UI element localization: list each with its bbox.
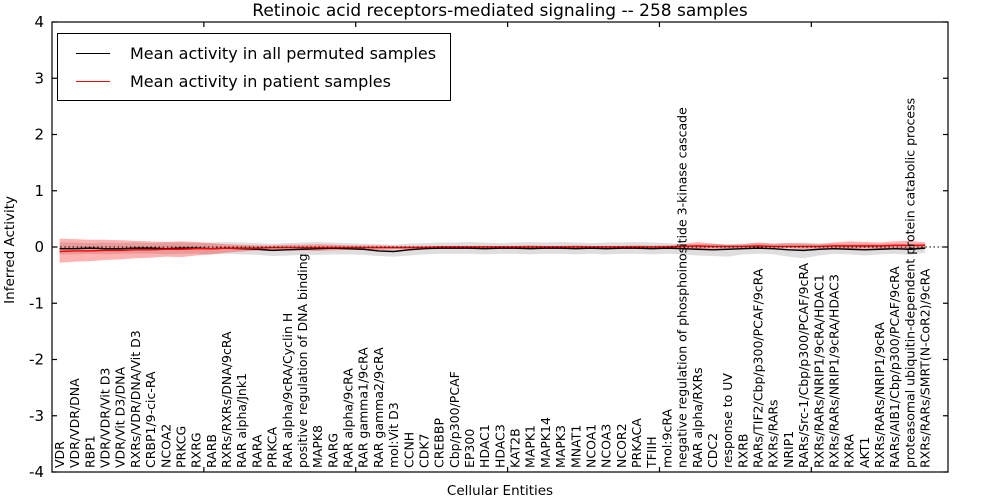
entity-label: RARB [204,434,219,468]
legend-item-patient: Mean activity in patient samples [60,67,436,95]
y-axis-title: Inferred Activity [2,0,18,500]
y-tick-label: -1 [29,294,44,312]
entity-label: proteasomal ubiquitin-dependent protein … [902,98,917,468]
patient-samples-range-band [59,238,926,263]
entity-label: NCOA2 [158,424,173,468]
x-axis-title: Cellular Entities [446,483,554,499]
entity-label: RARs/TIF2/Cbp/p300/PCAF/9cRA [751,268,766,468]
chart-title: Retinoic acid receptors-mediated signali… [252,1,748,21]
entity-label: RXRG [189,432,204,468]
entity-label: Cbp/p300/PCAF [447,371,462,468]
entity-label: VDR [52,441,67,468]
entity-label: RARs/Src-1/Cbp/p300/PCAF/9cRA [796,262,811,468]
entity-label: mol:Vit D3 [386,402,401,468]
entity-label: RAR gamma1/9cRA [356,347,371,468]
entity-label: PRKCA [265,427,280,468]
entity-label: MAPK8 [310,425,325,468]
y-tick-label: -2 [29,351,44,369]
legend-label: Mean activity in patient samples [130,71,391,91]
entity-label: CDC2 [705,433,720,468]
entity-label: RAR alpha/9cRA/Cyclin H [280,313,295,468]
entity-label: NCOR2 [614,423,629,468]
entity-label: RARG [325,433,340,468]
entity-label: RXRA [842,434,857,468]
entity-label: HDAC1 [477,424,492,468]
entity-label: RXRs/RXRs/DNA/9cRA [219,331,234,468]
entity-label: RARs/AIB1/Cbp/p300/PCAF/9cRA [887,266,902,468]
entity-label: RBP1 [82,435,97,468]
entity-label: HDAC3 [492,424,507,468]
entity-label: CDK7 [416,433,431,468]
entity-label: CRBP1/9-cic-RA [143,371,158,468]
entity-label: RXRs/RARs/NRIP1/9cRA/HDAC3 [826,274,841,468]
entity-label: CREBBP [432,418,447,468]
entity-label: RXRs/RARs/NRIP1/9cRA/HDAC1 [811,274,826,468]
y-tick-label: 1 [34,182,44,200]
entity-label: response to UV [720,373,735,468]
legend: Mean activity in all permuted samples Me… [57,33,452,101]
entity-label: RXRs/RARs/SMRT(N-CoR2)/9cRA [918,268,933,468]
entity-label: VDR/VDR/Vit D3 [98,368,113,468]
entity-label: RXRB [735,433,750,468]
entity-label: RAR alpha/Jnk1 [234,373,249,468]
entity-label: RXRs/RARs [766,399,781,468]
entity-label: MAPK1 [523,425,538,468]
y-tick-label: 2 [34,126,44,144]
y-tick-label: -3 [29,407,44,425]
patient-line-swatch [76,80,110,82]
entity-label: positive regulation of DNA binding [295,253,310,468]
entity-label: RAR alpha/RXRs [690,367,705,468]
y-tick-label: 3 [34,69,44,87]
entity-label: CCNH [401,432,416,468]
entity-label: MNAT1 [568,425,583,468]
legend-item-permuted: Mean activity in all permuted samples [60,39,436,67]
entity-label: AKT1 [857,437,872,468]
entity-label: VDR/VDR/DNA [67,378,82,468]
y-tick-label: 4 [34,13,44,31]
entity-label: VDR/Vit D3/DNA [113,367,128,468]
entity-label: negative regulation of phosphoinositide … [675,107,690,468]
y-tick-label: -4 [29,463,44,481]
entity-label: NRIP1 [781,431,796,468]
entity-label: NCOA1 [583,424,598,468]
permuted-line-swatch [76,52,110,54]
entity-label: mol:9cRA [659,408,674,468]
entity-label: MAPK14 [538,417,553,468]
entity-label: RARA [249,434,264,468]
patient-mean-line [59,244,926,253]
entity-label: NCOA3 [599,424,614,468]
entity-label: PRKACA [629,418,644,468]
entity-label: RXRs/VDR/DNA/Vit D3 [128,330,143,468]
entity-label: EP300 [462,429,477,468]
entity-label: RAR gamma2/9cRA [371,347,386,468]
legend-label: Mean activity in all permuted samples [130,43,437,63]
entity-label: RAR alpha/9cRA [341,368,356,468]
entity-label: PRKCG [173,426,188,468]
entity-label: KAT2B [508,428,523,468]
entity-label: TFIIH [644,436,659,469]
y-tick-label: 0 [34,238,44,256]
entity-label: MAPK3 [553,425,568,468]
y-axis-title-text: Inferred Activity [2,196,18,304]
entity-label: RXRs/RARs/NRIP1/9cRA [872,322,887,468]
